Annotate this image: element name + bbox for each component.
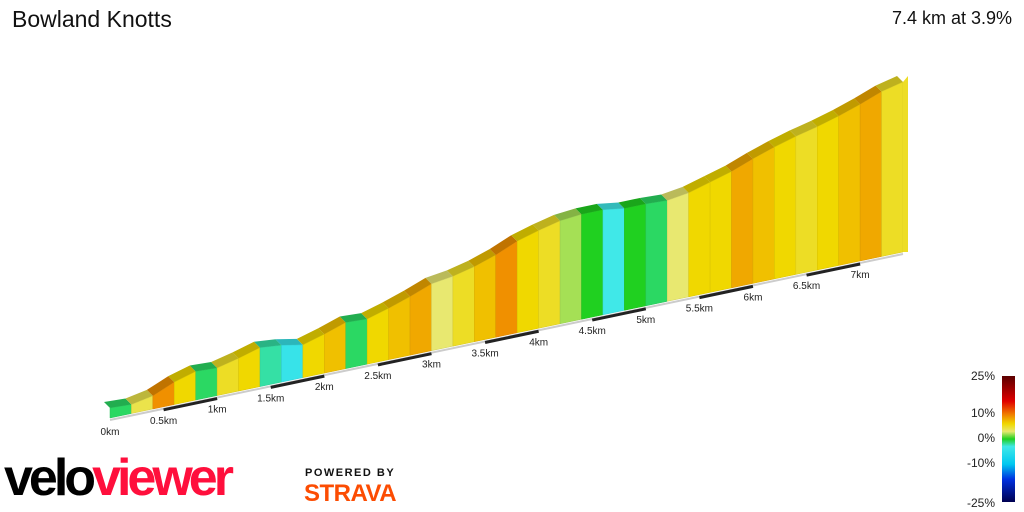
segment-top [296,328,325,345]
gradient-segment [345,318,368,369]
gradient-segment [666,192,689,302]
legend-label: -10% [967,456,995,470]
gradient-segment [859,91,882,262]
segment-top [875,76,903,92]
gradient-segment [452,266,475,347]
x-tick-label: 1.5km [257,393,284,404]
segment-top [232,341,261,359]
segment-top [789,120,818,137]
gradient-segment [688,181,711,298]
segment-top [468,248,496,267]
axis-scale-bar [699,284,754,300]
segment-top [318,316,346,335]
legend-label: 0% [978,431,996,445]
axis-scale-bar [270,374,325,389]
gradient-segment [495,240,518,338]
legend-label: 10% [971,406,995,420]
x-tick-label: 5.5km [686,304,713,315]
segment-top [254,339,282,348]
segment-top [125,389,153,405]
segment-top [446,260,475,277]
segment-top [168,365,196,383]
gradient-segment [259,344,282,387]
legend-label: 25% [971,369,995,383]
gradient-segment [752,146,775,284]
segment-top [575,203,603,215]
strava-logo: STRAVA [304,480,397,507]
x-tick-label: 7km [851,270,870,281]
x-tick-label: 1km [208,405,227,416]
profile-end-face [903,76,908,252]
x-tick-label: 4.5km [579,326,606,337]
segment-top [511,224,539,242]
segment-top [618,197,646,209]
segment-top [361,302,389,320]
x-tick-label: 3.5km [471,348,498,359]
legend-label: -25% [967,496,995,510]
x-tick-label: 2km [315,382,334,393]
segment-top [746,141,775,159]
gradient-segment [624,203,647,311]
x-tick-label: 2.5km [364,371,391,382]
segment-top [275,338,303,346]
gradient-segment [538,220,561,329]
segment-summary: 7.4 km at 3.9% [891,8,1012,28]
segment-top [425,270,453,284]
powered-by-label: POWERED BY [305,467,396,479]
axis-scale-bar [377,352,432,367]
profile-segments [104,76,908,419]
gradient-segment [795,126,818,275]
gradient-segment [431,275,454,352]
gradient-segment [581,209,604,320]
gradient-segment [409,283,432,356]
gradient-segment [838,103,861,266]
x-tick-label: 6.5km [793,281,820,292]
gradient-segment [645,200,668,307]
x-tick-label: 0km [101,427,120,438]
distance-axis: 0km 0.5km 1km 1.5km 2km 2.5km 3km 3.5km 4km 4.5km… [101,253,904,438]
gradient-segment [774,136,797,280]
segment-top [725,152,753,172]
x-tick-label: 4km [529,337,548,348]
segment-top [532,214,561,231]
segment-top [404,277,432,297]
segment-top [768,130,796,148]
segment-top [382,290,411,309]
axis-scale-bar [484,329,539,344]
gradient-segment [281,344,304,383]
gradient-segment [195,367,218,401]
axis-scale-bar [806,262,861,277]
segment-top [854,85,882,105]
gradient-segment [817,115,839,271]
x-tick-label: 0.5km [150,416,177,427]
gradient-segment [731,158,754,289]
segment-top [704,165,732,183]
gradient-color-bar [1002,376,1015,502]
segment-top [661,186,689,201]
segment-top [832,98,861,117]
gradient-segment [516,230,539,334]
x-tick-label: 3km [422,360,441,371]
segment-top [596,202,625,210]
gradient-segment [559,213,582,325]
veloviewer-logo: veloviewer [4,449,234,507]
gradient-segment [474,254,497,343]
gradient-segment [602,208,625,316]
gradient-segment [881,81,904,257]
segment-title: Bowland Knotts [12,6,172,32]
segment-top [682,176,711,193]
segment-top [811,110,839,127]
segment-top [146,376,175,396]
segment-top [554,208,582,221]
x-tick-label: 5km [636,315,655,326]
axis-scale-bar [591,307,647,322]
axis-scale-bar [163,397,218,412]
x-tick-label: 6km [744,292,763,303]
segment-top [211,352,239,369]
gradient-segment [709,171,732,293]
gradient-legend: 25% 10% 0% -10% -25% [967,369,1015,510]
segment-top [489,235,518,255]
